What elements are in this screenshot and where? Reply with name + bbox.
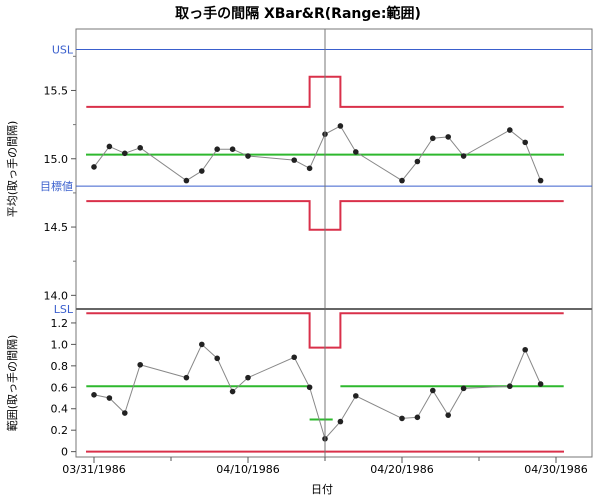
xbar-point bbox=[122, 150, 128, 157]
xbar-point bbox=[306, 165, 313, 172]
range-point bbox=[430, 387, 436, 394]
range-y-tick-label: 0.2 bbox=[51, 424, 69, 437]
xbar-point bbox=[183, 177, 190, 184]
range-point bbox=[522, 346, 528, 353]
range-y-tick-label: 0.8 bbox=[51, 360, 69, 373]
xbar-point bbox=[91, 164, 97, 170]
range-point bbox=[245, 374, 251, 381]
range-point bbox=[91, 391, 97, 398]
xbar-point bbox=[399, 177, 405, 184]
range-point bbox=[337, 418, 344, 425]
range-point bbox=[291, 354, 298, 361]
range-point bbox=[537, 381, 544, 387]
range-point bbox=[137, 361, 143, 368]
range-point bbox=[460, 385, 467, 392]
xbar-point bbox=[353, 149, 359, 155]
x-axis-title: 日付 bbox=[311, 483, 333, 496]
range-point bbox=[199, 341, 205, 348]
range-point bbox=[414, 414, 421, 421]
range-plot-area bbox=[75, 308, 593, 458]
lsl-label: LSL bbox=[54, 303, 74, 316]
range-y-tick-label: 0.4 bbox=[51, 403, 69, 416]
xbar-point bbox=[507, 127, 513, 133]
xbar-plot-area bbox=[75, 28, 593, 310]
range-point bbox=[229, 388, 236, 395]
range-y-axis-title: 範囲(取っ手の間隔) bbox=[5, 335, 19, 432]
xbar-y-axis-title: 平均(取っ手の間隔) bbox=[5, 121, 19, 218]
x-tick-label: 04/30/1986 bbox=[524, 463, 587, 476]
range-point bbox=[353, 393, 359, 399]
xbar-y-tick-label: 15.0 bbox=[44, 153, 69, 166]
range-panel: 範囲(取っ手の間隔) 0 0.2 0.4 0.6 0.8 1.0 1.2 bbox=[5, 29, 593, 459]
xbar-point bbox=[414, 158, 421, 165]
xbar-y-tick-label: 14.0 bbox=[44, 289, 69, 302]
range-y-tick-label: 0 bbox=[61, 446, 68, 459]
xbar-series-line bbox=[93, 125, 542, 182]
range-point bbox=[445, 412, 452, 418]
range-series-line bbox=[93, 343, 542, 440]
xbar-point bbox=[522, 139, 528, 146]
x-tick-label: 03/31/1986 bbox=[62, 463, 125, 476]
x-tick-label: 04/20/1986 bbox=[370, 463, 433, 476]
xbar-point bbox=[106, 143, 113, 150]
xbar-point bbox=[229, 146, 236, 152]
xbar-point bbox=[137, 145, 143, 151]
range-point bbox=[214, 355, 220, 362]
range-point bbox=[183, 374, 190, 381]
range-y-tick-label: 1.2 bbox=[51, 317, 69, 330]
range-point bbox=[306, 384, 313, 391]
xbar-point bbox=[214, 146, 220, 152]
xbar-point bbox=[337, 123, 344, 129]
chart-title: 取っ手の間隔 XBar&R(Range:範囲) bbox=[175, 5, 421, 22]
x-tick-label: 04/10/1986 bbox=[216, 463, 279, 476]
xbar-y-tick-label: 15.5 bbox=[44, 84, 69, 97]
xbar-point bbox=[430, 135, 436, 142]
usl-label: USL bbox=[52, 43, 74, 56]
range-point bbox=[106, 395, 113, 401]
x-axis: 03/31/1986 04/10/1986 04/20/1986 04/30/1986 bbox=[62, 457, 588, 476]
xbar-point bbox=[460, 153, 467, 159]
xbar-y-tick-label: 14.5 bbox=[44, 221, 69, 234]
range-point bbox=[399, 415, 405, 422]
range-y-tick-label: 0.6 bbox=[51, 381, 69, 394]
xbar-point bbox=[445, 134, 452, 140]
xbar-point bbox=[199, 168, 205, 174]
target-label: 目標値 bbox=[40, 179, 73, 193]
xbar-point bbox=[537, 177, 544, 184]
range-point bbox=[507, 383, 513, 390]
range-marks: 0 0.2 0.4 0.6 0.8 1.0 1.2 bbox=[51, 29, 592, 459]
range-y-tick-label: 1.0 bbox=[51, 338, 69, 351]
range-point bbox=[122, 410, 128, 416]
xbar-point bbox=[245, 153, 251, 159]
xbar-point bbox=[291, 157, 298, 163]
